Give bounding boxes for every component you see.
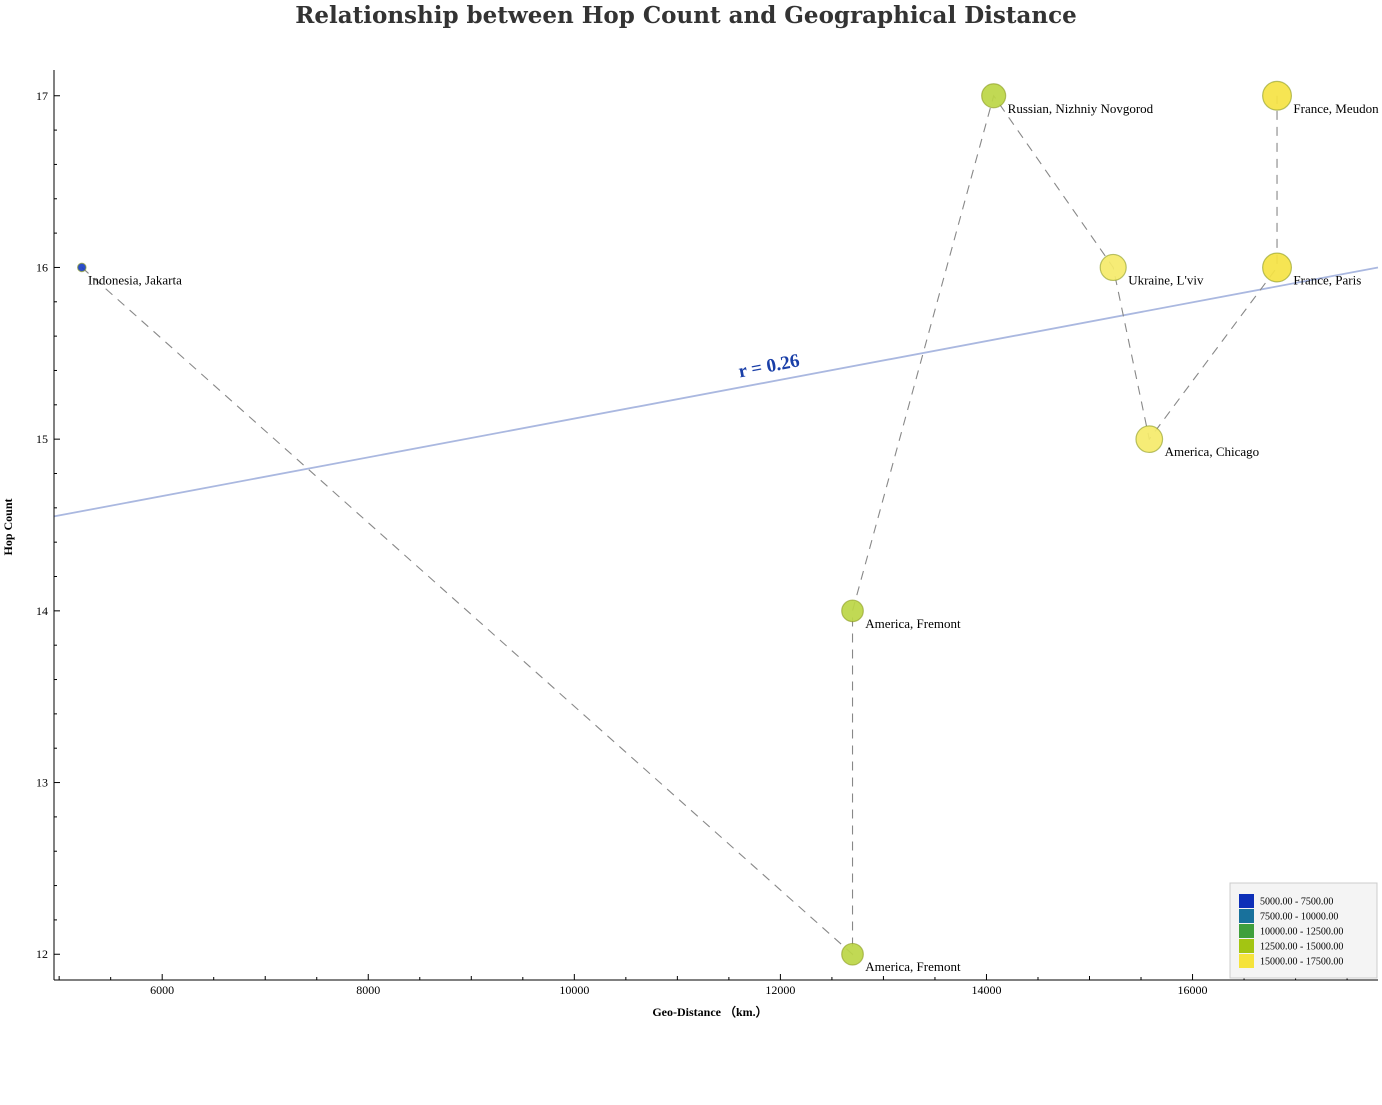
legend: 5000.00 - 7500.00 7500.00 - 10000.00 10000… (1229, 882, 1378, 979)
legend-entry: 7500.00 - 10000.00 (1260, 912, 1338, 923)
data-point (1135, 425, 1164, 454)
point-label: Ukraine, L'viv (1128, 272, 1204, 287)
y-tick-label: 17 (36, 89, 48, 103)
legend-entry: 12500.00 - 15000.00 (1260, 942, 1343, 953)
data-point (1099, 253, 1127, 282)
legend-swatch (1239, 954, 1254, 968)
x-tick-label: 16000 (1178, 983, 1208, 997)
connecting-path (81, 94, 1278, 956)
y-tick-label: 14 (36, 604, 48, 618)
legend-entry: 10000.00 - 12500.00 (1260, 927, 1343, 938)
legend-entry: 5000.00 - 7500.00 (1260, 897, 1333, 908)
data-point (1262, 80, 1293, 111)
legend-box (1229, 882, 1378, 979)
point-label: America, Chicago (1165, 444, 1260, 459)
legend-swatch (1239, 909, 1254, 923)
chart-title: Relationship between Hop Count and Geogr… (295, 2, 1077, 29)
data-point (981, 83, 1007, 109)
data-point (841, 942, 864, 966)
legend-entry: 15000.00 - 17500.00 (1260, 957, 1343, 968)
y-tick-label: 12 (36, 947, 48, 961)
point-label: America, Fremont (865, 959, 961, 974)
x-tick-label: 10000 (559, 983, 589, 997)
legend-swatch (1239, 924, 1254, 938)
data-point (1262, 252, 1293, 283)
x-tick-label: 6000 (150, 983, 174, 997)
legend-swatch (1239, 939, 1254, 953)
data-point (77, 262, 87, 273)
y-axis-label: Hop Count (1, 498, 15, 555)
x-tick-label: 12000 (765, 983, 795, 997)
point-label: France, Meudon (1293, 101, 1379, 116)
trendline (53, 266, 1379, 518)
point-label: America, Fremont (865, 616, 961, 631)
x-axis-label: Geo-Distance （km.） (652, 1004, 767, 1019)
point-label: Indonesia, Jakarta (88, 272, 182, 287)
y-tick-label: 13 (36, 776, 48, 790)
x-tick-label: 14000 (971, 983, 1001, 997)
x-tick-label: 8000 (356, 983, 380, 997)
point-label: France, Paris (1293, 272, 1361, 287)
point-label: Russian, Nizhniy Novgorod (1008, 101, 1154, 116)
legend-swatch (1239, 894, 1254, 908)
y-tick-label: 16 (36, 260, 48, 274)
data-point (841, 599, 864, 623)
y-tick-label: 15 (36, 432, 48, 446)
